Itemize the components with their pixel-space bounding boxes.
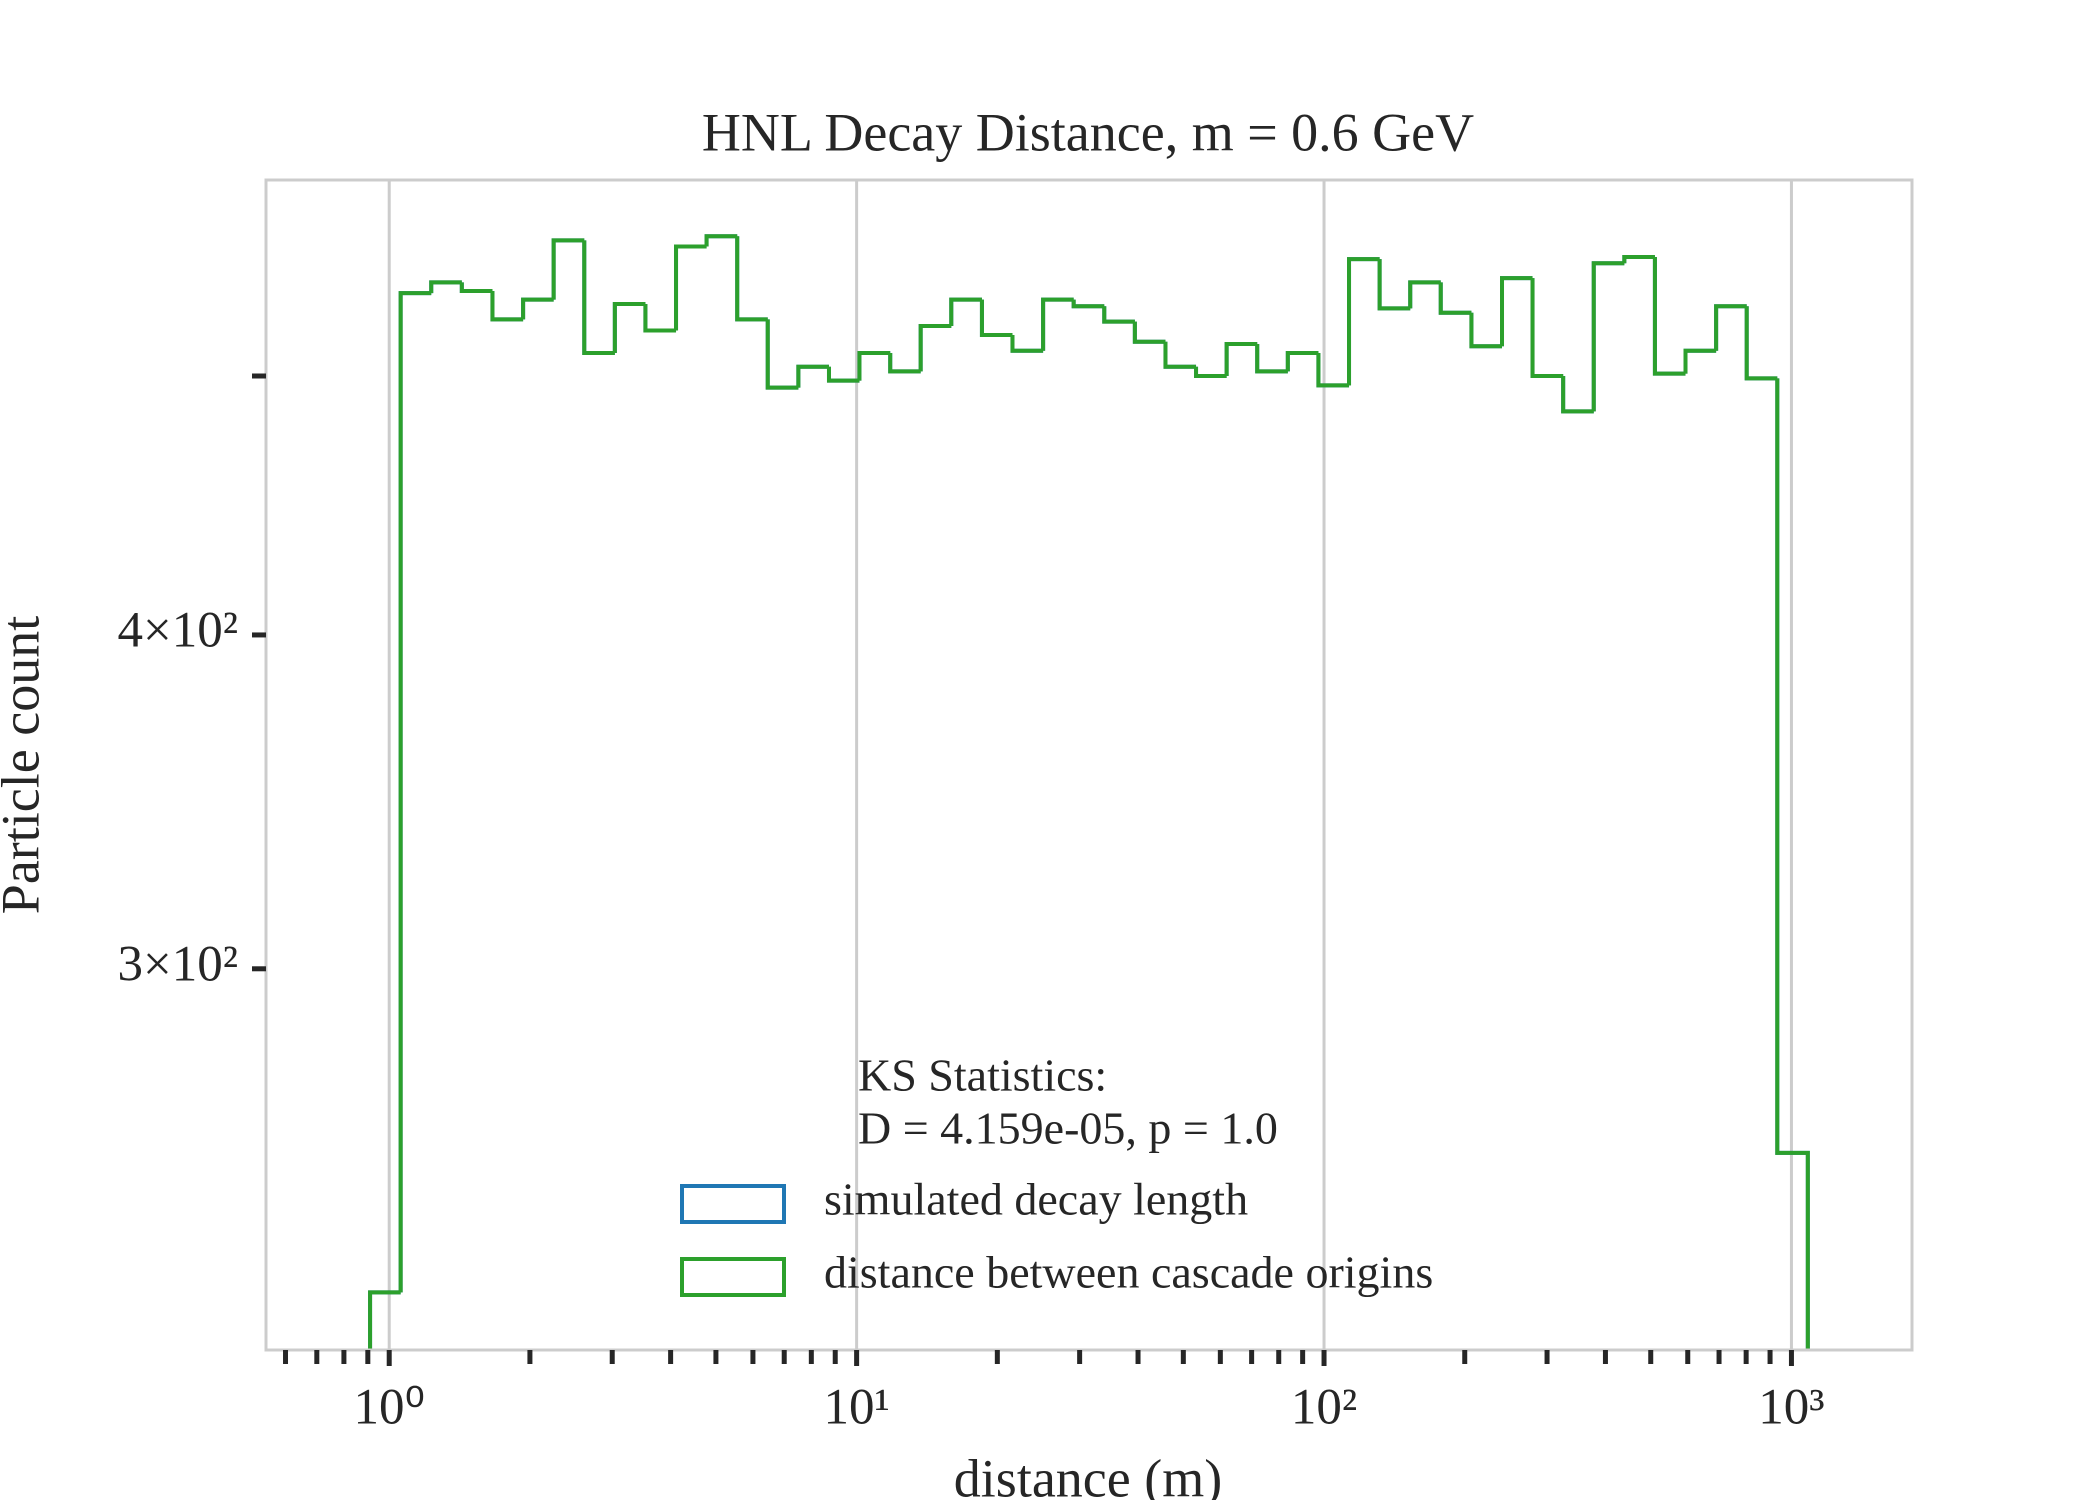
histogram-bin (1438, 282, 1472, 315)
x-tick-label: 10⁰ (353, 1380, 424, 1436)
histogram-bin (368, 1290, 401, 1350)
histogram-bin (1041, 297, 1074, 351)
legend-label: simulated decay length (824, 1174, 1248, 1225)
histogram-bin (1010, 334, 1044, 353)
histogram-bin (1714, 304, 1747, 351)
histogram-bin (735, 236, 768, 322)
x-tick-label: 10² (1291, 1380, 1357, 1436)
histogram-bin (1775, 378, 1810, 1350)
legend-swatch (680, 1257, 786, 1297)
histogram-bin (1285, 351, 1319, 372)
chart-title: HNL Decay Distance, m = 0.6 GeV (702, 102, 1474, 162)
histogram-bin (612, 302, 646, 354)
histogram-bin (949, 297, 982, 327)
grid (387, 180, 1793, 1350)
y-axis-label: Particle count (0, 616, 50, 914)
legend: KS Statistics:D = 4.159e-05, p = 1.0 simu… (680, 1050, 1433, 1298)
histogram-bin (765, 319, 799, 390)
histogram-bin (1132, 321, 1166, 344)
histogram-bin (674, 244, 707, 331)
histogram-bin (1255, 343, 1288, 374)
histogram-bin (1469, 312, 1502, 349)
legend-swatch (680, 1184, 786, 1224)
histogram-bin (429, 280, 462, 294)
histogram-bin (1530, 278, 1564, 378)
histogram-bin (1071, 299, 1105, 309)
y-tick-label: 4×10² (117, 603, 238, 659)
histogram-bin (1408, 280, 1441, 309)
histogram-bin (459, 282, 493, 293)
histogram-bin (979, 299, 1013, 337)
annotation: KS Statistics: (858, 1050, 1107, 1101)
x-tick-label: 10¹ (823, 1380, 889, 1436)
histogram-bin (1316, 353, 1350, 388)
histogram-bin (582, 240, 615, 356)
histogram-bin (1591, 261, 1625, 412)
histogram-bin (551, 238, 585, 300)
histogram-bin (1683, 348, 1717, 374)
histogram-bin (888, 353, 921, 374)
annotation: D = 4.159e-05, p = 1.0 (858, 1103, 1278, 1154)
histogram-bin (1561, 375, 1594, 414)
histogram-bin (826, 366, 860, 383)
histogram-bin (1163, 341, 1197, 369)
histogram-bin (918, 324, 952, 372)
histogram-bin (1500, 276, 1533, 347)
y-tick-label: 3×10² (117, 936, 238, 992)
histogram-bin (704, 234, 738, 247)
histogram-bin (398, 291, 432, 1293)
x-tick-label: 10³ (1758, 1380, 1824, 1436)
histogram-bin (1652, 256, 1686, 376)
histogram-bin (1102, 306, 1135, 324)
x-axis-label: distance (m) (954, 1448, 1222, 1500)
histogram-bin (1377, 259, 1411, 311)
histogram-bin (857, 351, 891, 381)
histogram-bin (796, 364, 829, 388)
histogram (368, 234, 1810, 1350)
histogram-bin (1347, 257, 1380, 386)
legend-label: distance between cascade origins (824, 1247, 1433, 1298)
histogram-bin (643, 304, 677, 333)
ticks: 10⁰ 10¹ 10² 10³ 3×10² 4×10² (117, 373, 1825, 1436)
histogram-bin (1744, 306, 1778, 381)
histogram-bin (1194, 366, 1227, 378)
histogram-bin (490, 290, 524, 322)
plot-frame (264, 178, 1914, 1352)
histogram-bin (1224, 341, 1258, 376)
histogram-bin (1622, 254, 1655, 264)
histogram-bin (521, 297, 554, 320)
